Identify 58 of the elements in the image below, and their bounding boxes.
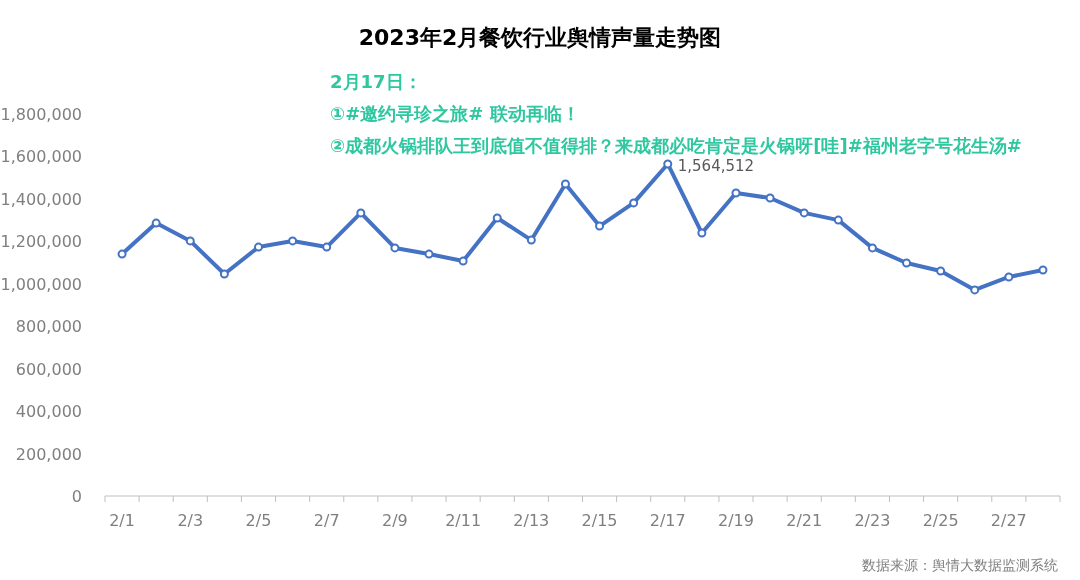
point [219,269,229,279]
y-tick-label: 200,000 [15,444,82,464]
y-tick-label: 800,000 [15,317,82,337]
point [560,179,570,189]
point [902,258,912,268]
x-tick-label: 2/5 [245,511,272,530]
x-tick-label: 2/3 [177,511,204,530]
text: 2月17日： [330,71,422,92]
point [492,213,502,223]
point [629,198,639,208]
x-tick-label: 2/15 [581,511,618,530]
x-tick-label: 2/9 [382,511,408,530]
point [833,215,843,225]
x-tick-label: 2/27 [990,511,1027,530]
y-tick-label: 400,000 [15,402,82,422]
point [765,193,775,203]
point [936,266,946,276]
y-tick-label: 1,600,000 [0,147,82,167]
point [288,236,298,246]
point [253,242,263,252]
y-tick-label: 1,800,000 [0,105,82,124]
point [424,249,434,259]
x-tick-label: 2/1 [109,511,135,530]
y-tick-label: 1,000,000 [0,274,82,294]
point [595,221,605,231]
y-tick-label: 600,000 [15,359,82,379]
point [697,228,707,238]
point [185,236,195,246]
x-tick-label: 2/23 [854,511,891,530]
annotation: ②成都火锅排队王到底值不值得排？来成都必吃肯定是火锅呀[哇]#福州老字号花生汤# [330,135,1022,156]
point [526,235,536,245]
x-tick-label: 2/19 [718,511,754,530]
x-tick-label: 2/21 [786,511,823,530]
annotation: ①#邀约寻珍之旅# 联动再临！ [330,103,580,124]
point [867,243,877,253]
point [322,242,332,252]
source-note: 数据来源：舆情大数据监测系统 [862,557,1058,573]
x-tick-label: 2/17 [649,511,686,530]
x-tick-label: 2/7 [313,511,340,530]
y-tick-label: 1,200,000 [0,232,82,252]
point [663,159,673,169]
y-tick-label: 1,400,000 [0,189,82,209]
point [970,285,980,295]
x-tick-label: 2/11 [445,511,482,530]
point [1038,265,1048,275]
point [731,188,741,198]
point [356,208,366,218]
chart-title: 2023年2月餐饮行业舆情声量走势图 [358,25,722,50]
point [117,249,127,259]
point [458,256,468,266]
point [151,218,161,228]
point [390,243,400,253]
y-tick-label: 0 [71,487,82,506]
data-label: 1,564,512 [677,156,755,175]
point [799,208,809,218]
x-tick-label: 2/25 [922,511,959,530]
point [1004,272,1014,282]
x-tick-label: 2/13 [513,511,550,530]
